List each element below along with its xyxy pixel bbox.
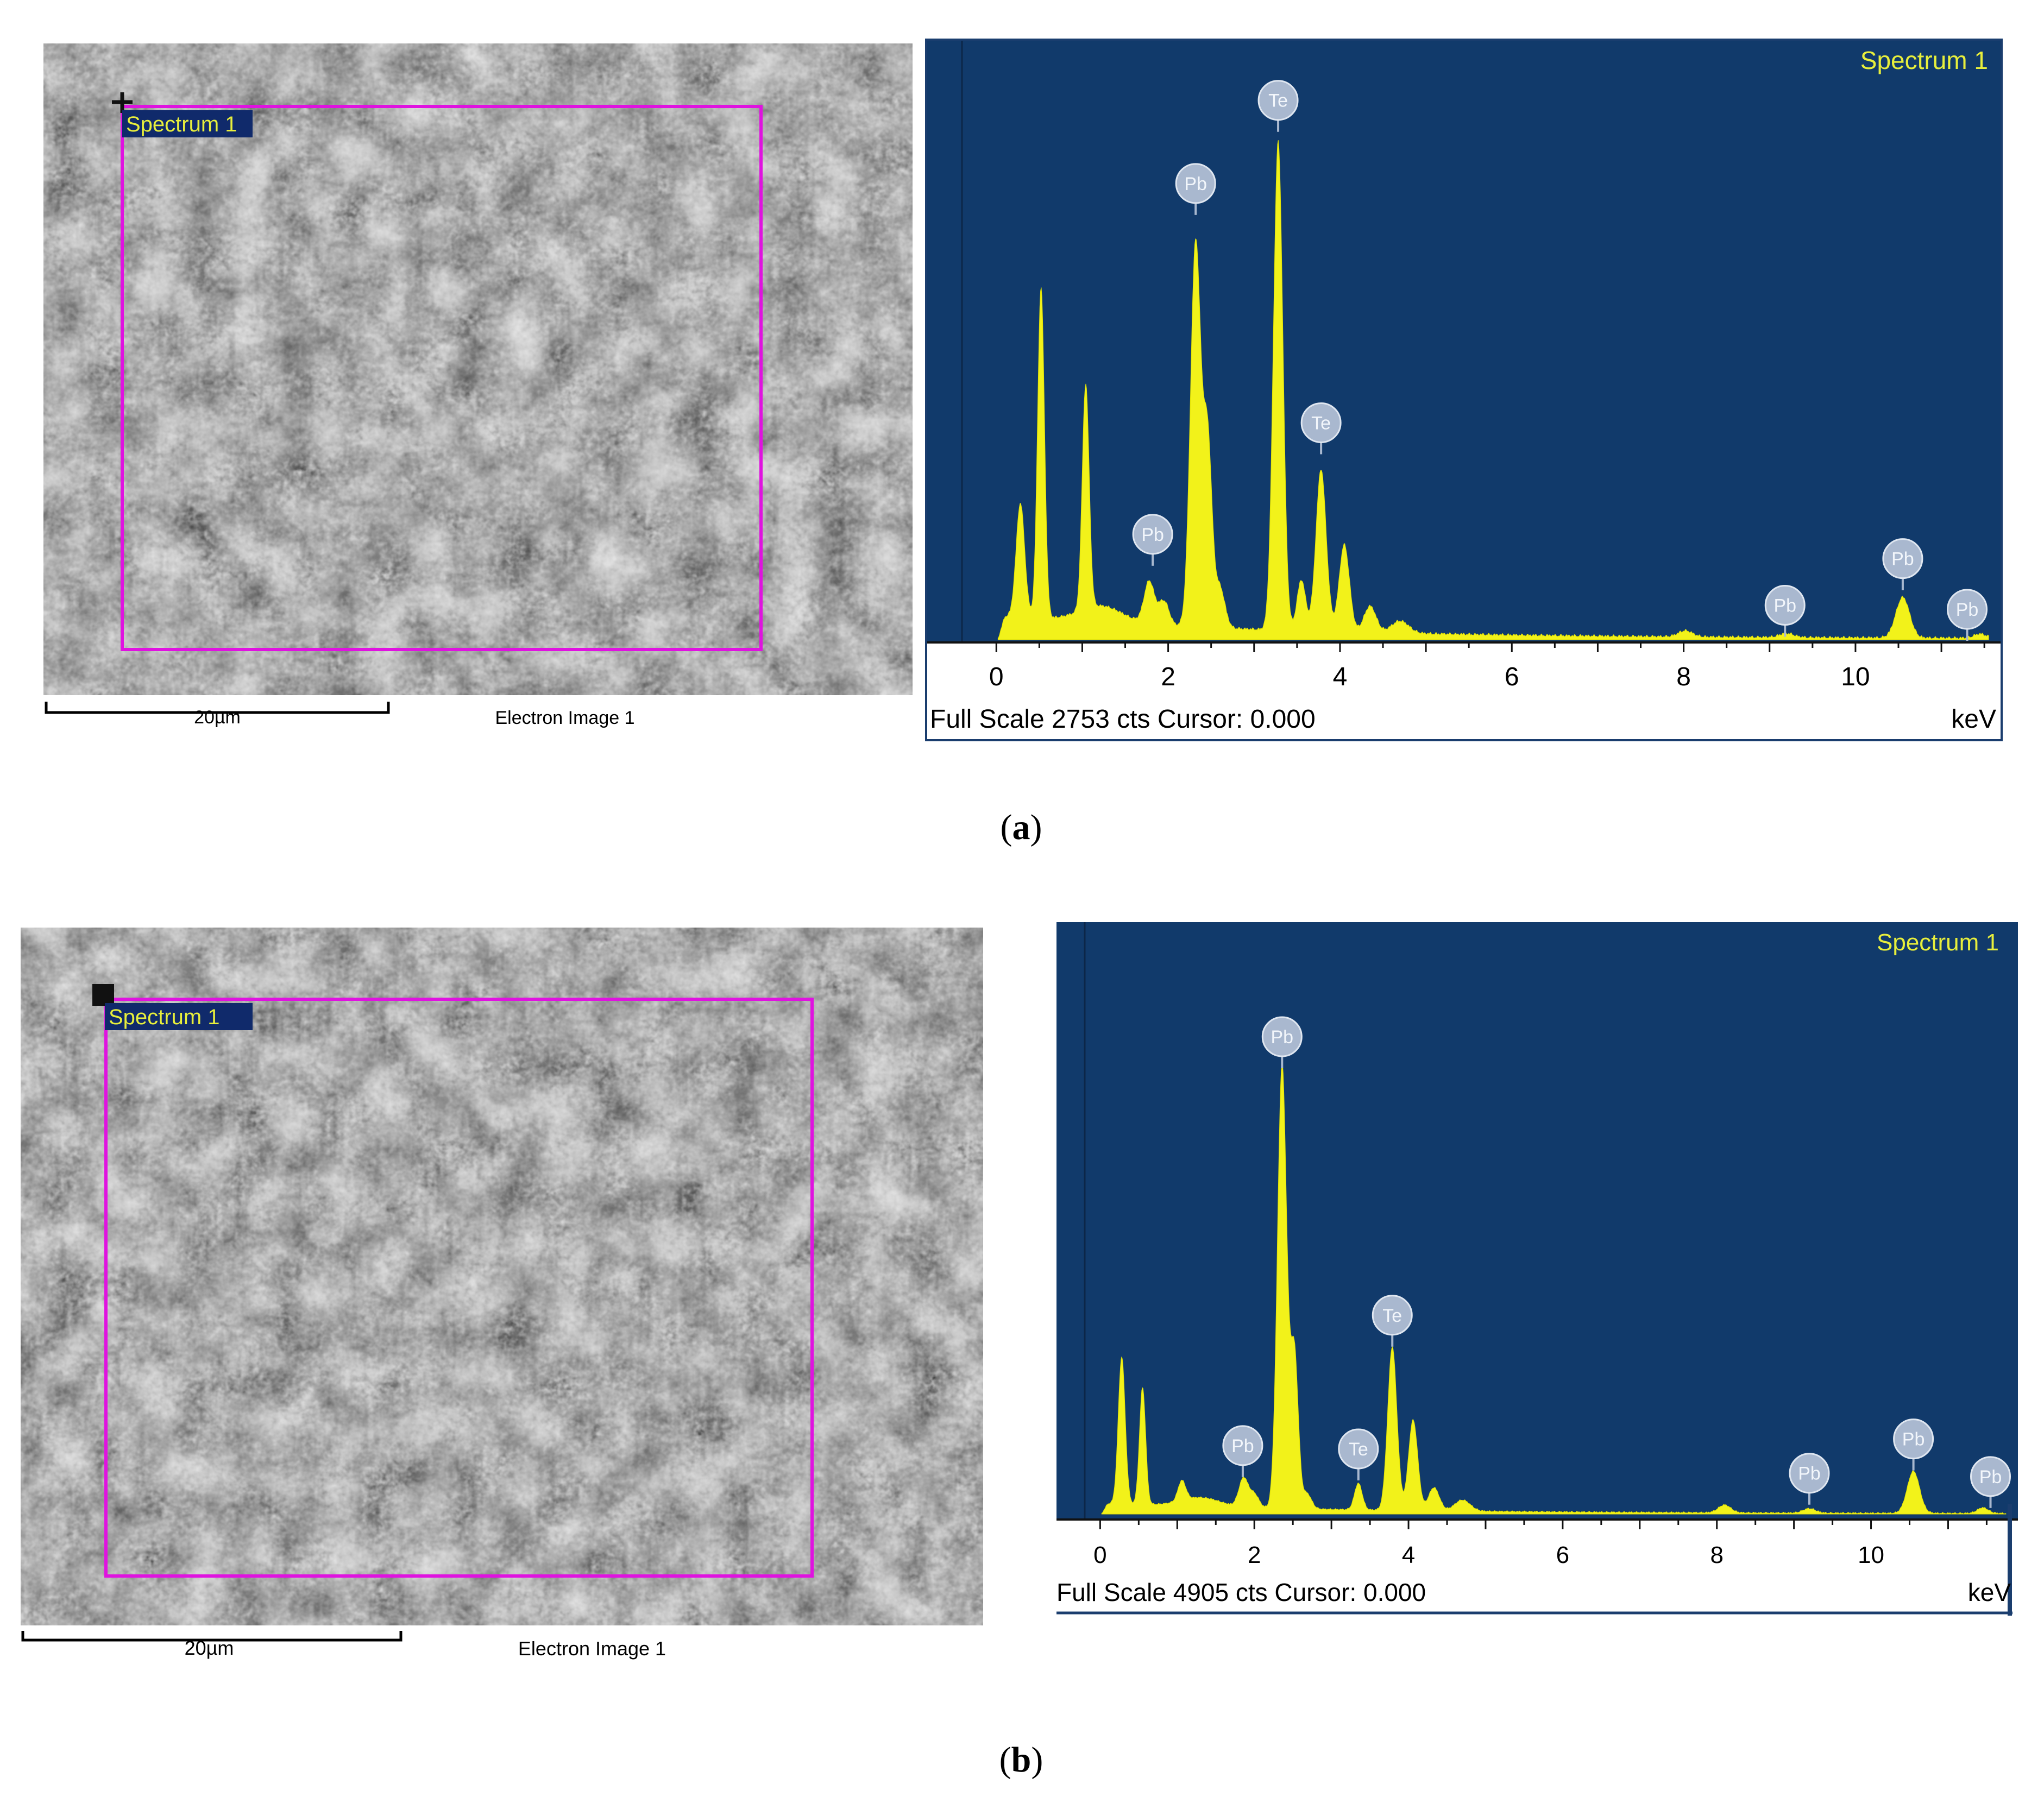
x-tick-label: 2 (1248, 1542, 1261, 1568)
x-tick-label: 6 (1556, 1542, 1569, 1568)
spectrum-title-b: Spectrum 1 (1877, 929, 1999, 956)
panel-label-b: (b) (999, 1740, 1043, 1780)
element-badge-text: Pb (1798, 1464, 1821, 1484)
roi-tag-label-b: Spectrum 1 (109, 1005, 220, 1029)
element-badge-circle (1882, 538, 1923, 579)
panel-b: Spectrum 1 20µm Electron Image 1 Spectru… (21, 922, 2018, 1780)
element-badge-circle (1257, 80, 1299, 121)
element-badge-circle (1764, 585, 1806, 626)
spectrum-footer-b: Full Scale 4905 cts Cursor: 0.000 (1056, 1578, 1426, 1606)
element-badge-circle (1175, 163, 1216, 204)
element-badge-pb-a-1: Pb (1175, 163, 1216, 215)
roi-tag-label-a: Spectrum 1 (126, 112, 237, 136)
element-badge-circle (1338, 1428, 1379, 1470)
element-badge-circle (1222, 1425, 1263, 1466)
element-badge-pb-b-6: Pb (1970, 1456, 2011, 1508)
element-badge-pb-a-5: Pb (1882, 538, 1923, 590)
element-badge-pb-b-4: Pb (1789, 1453, 1830, 1505)
element-badge-te-b-3: Te (1372, 1295, 1413, 1347)
element-badge-circle (1789, 1453, 1830, 1494)
sem-micrograph-a (43, 43, 913, 695)
element-badge-text: Pb (1891, 549, 1914, 570)
element-badge-text: Pb (1902, 1429, 1925, 1450)
spectrum-series-b (1101, 1063, 2007, 1515)
roi-crosshair-icon-a (112, 92, 133, 113)
x-tick-label: 0 (1093, 1542, 1106, 1568)
spectrum-plot-bg-a (927, 41, 2001, 642)
element-badge-te-a-2: Te (1257, 80, 1299, 132)
spectrum-chart-a: Spectrum 1 Pb Pb Te Te Pb Pb Pb 0 2 4 6 8 10 Full S… (925, 39, 2003, 741)
panel-label-a: (a) (1001, 808, 1042, 847)
element-badge-text: Pb (1956, 600, 1979, 620)
panel-a: Spectrum 1 20µm Electron Image 1 Spectru… (43, 39, 2003, 847)
element-badge-pb-a-0: Pb (1132, 514, 1173, 566)
spectrum-chart-b: Spectrum 1 Pb Pb Te Te Pb Pb Pb 0 2 4 6 8 10 Full S… (1056, 922, 2018, 1616)
spectrum-footer-a: Full Scale 2753 cts Cursor: 0.000 (930, 705, 1316, 734)
spectrum-plot-area-b: Pb Pb Te Te Pb Pb Pb (1101, 1016, 2011, 1515)
element-badge-text: Te (1382, 1306, 1402, 1326)
element-badge-te-a-3: Te (1300, 402, 1342, 455)
element-badge-circle (1893, 1419, 1934, 1460)
element-badge-circle (1372, 1295, 1413, 1336)
x-tick-label: 10 (1858, 1542, 1884, 1568)
element-badge-text: Pb (1141, 525, 1164, 545)
roi-tag-bg-a (122, 110, 253, 137)
spectrum-plot-bg-b (1056, 922, 2018, 1520)
sem-image-b: Spectrum 1 20µm Electron Image 1 (21, 928, 983, 1660)
element-badge-text: Pb (1773, 596, 1796, 616)
x-tick-label: 4 (1333, 663, 1348, 691)
sem-image-a: Spectrum 1 20µm Electron Image 1 (43, 43, 913, 728)
element-badge-pb-b-5: Pb (1893, 1419, 1934, 1471)
element-badge-pb-a-4: Pb (1764, 585, 1806, 637)
x-tick-label: 4 (1402, 1542, 1415, 1568)
x-axis-ticks-a: 0 2 4 6 8 10 (989, 642, 1985, 691)
x-tick-label: 0 (989, 663, 1004, 691)
x-tick-label: 10 (1841, 663, 1870, 691)
spectrum-unit-b: keV (1968, 1578, 2011, 1606)
spectrum-series-a (997, 140, 1989, 640)
x-tick-label: 6 (1505, 663, 1519, 691)
scale-bar-label-a: 20µm (194, 707, 241, 728)
element-badge-circle (1970, 1456, 2011, 1497)
roi-crosshair-icon-b (92, 984, 114, 1006)
spectrum-unit-a: keV (1951, 705, 1996, 734)
element-badge-text: Te (1311, 413, 1331, 433)
element-badge-text: Pb (1184, 174, 1207, 194)
element-badge-circle (1132, 514, 1173, 555)
element-badge-pb-a-6: Pb (1947, 589, 1988, 641)
element-badge-text: Te (1268, 91, 1288, 111)
sem-caption-a: Electron Image 1 (495, 708, 634, 728)
roi-rectangle-a (121, 105, 763, 651)
element-badge-circle (1300, 402, 1342, 443)
element-badge-circle (1947, 589, 1988, 630)
spectrum-title-a: Spectrum 1 (1860, 46, 1988, 74)
element-badge-pb-b-1: Pb (1261, 1016, 1303, 1069)
element-badge-pb-b-0: Pb (1222, 1425, 1263, 1477)
scale-bar-label-b: 20µm (185, 1637, 234, 1659)
x-tick-label: 2 (1161, 663, 1175, 691)
element-badge-text: Pb (1271, 1027, 1294, 1048)
x-tick-label: 8 (1710, 1542, 1723, 1568)
scale-bar-b (21, 1631, 402, 1642)
scale-bar-a (45, 702, 390, 714)
spectrum-plot-area-a: Pb Pb Te Te Pb Pb Pb (997, 80, 1989, 641)
sem-micrograph-b (21, 928, 983, 1625)
element-badge-text: Pb (1231, 1436, 1254, 1457)
roi-tag-bg-b (105, 1003, 253, 1030)
element-badge-circle (1261, 1016, 1303, 1057)
x-tick-label: 8 (1676, 663, 1691, 691)
roi-rectangle-b (104, 998, 814, 1578)
element-badge-text: Te (1349, 1439, 1368, 1460)
x-axis-ticks-b: 0 2 4 6 8 10 (1093, 1520, 1988, 1568)
element-badge-te-b-2: Te (1338, 1428, 1379, 1480)
element-badge-text: Pb (1979, 1467, 2002, 1487)
sem-caption-b: Electron Image 1 (518, 1637, 666, 1660)
